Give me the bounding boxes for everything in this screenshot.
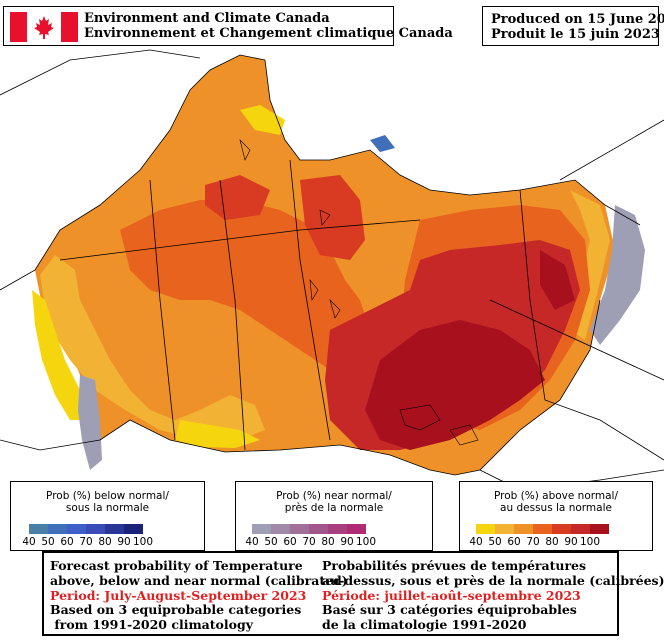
region-yellow-south xyxy=(175,420,260,448)
info-en-line1: Forecast probability of Temperature xyxy=(50,558,303,573)
legend-tick-label: 80 xyxy=(98,536,112,548)
legend-title-line2: sous la normale xyxy=(65,502,150,514)
region-yellow-west xyxy=(32,290,85,420)
info-french: Probabilités prévues de températures au-… xyxy=(322,558,664,633)
legend-title-line2: près de la normale xyxy=(284,502,384,514)
legend-swatch xyxy=(552,524,571,534)
agency-header: Environment and Climate Canada Environne… xyxy=(3,6,453,46)
info-english: Forecast probability of Temperature abov… xyxy=(50,558,348,633)
legend-tick-label: 50 xyxy=(264,536,278,548)
produced-date-en: Produced on 15 June 2023 xyxy=(491,12,664,27)
legend-title-line2: au dessus la normale xyxy=(500,502,612,514)
region-above-70 xyxy=(300,175,365,260)
legend-above-normal: Prob (%) above normal/ au dessus la norm… xyxy=(459,481,653,551)
legend-tick-label: 80 xyxy=(321,536,335,548)
legend-title-line1: Prob (%) near normal/ xyxy=(276,490,392,502)
legend-swatch xyxy=(590,524,609,534)
legend-tick-label: 40 xyxy=(245,536,259,548)
info-fr-line5: de la climatologie 1991-2020 xyxy=(322,617,527,633)
info-fr-line4: Basé sur 3 catégories équiprobables xyxy=(322,602,577,618)
agency-name-fr: Environnement et Changement climatique C… xyxy=(84,26,453,41)
legend-swatch xyxy=(571,524,590,534)
legend-tick-label: 60 xyxy=(283,536,297,548)
info-fr-line1: Probabilités prévues de températures xyxy=(322,558,587,573)
legend-tick-label: 90 xyxy=(117,536,131,548)
region-near-west xyxy=(78,375,102,470)
legend-swatch xyxy=(328,524,347,534)
boundaries xyxy=(0,49,664,491)
region-near-east xyxy=(590,205,645,345)
info-en-period: Period: July-August-September 2023 xyxy=(50,587,307,603)
info-fr-line2: au-dessus, sous et près de la normale (c… xyxy=(322,572,664,588)
legend-swatch xyxy=(252,524,271,534)
legend-title-line1: Prob (%) above normal/ xyxy=(493,490,619,502)
agency-name-en: Environment and Climate Canada xyxy=(84,11,330,26)
legend-ticks: 40 50 60 70 80 90 100 xyxy=(245,536,376,548)
legend-tick-label: 60 xyxy=(507,536,521,548)
legend-swatch xyxy=(105,524,124,534)
legend-tick-label: 70 xyxy=(79,536,93,548)
legend-tick-label: 100 xyxy=(579,536,601,548)
info-en-line4: Based on 3 equiprobable categories xyxy=(50,602,302,618)
produced-date-box: Produced on 15 June 2023 Produit le 15 j… xyxy=(482,6,664,46)
legend-swatch xyxy=(48,524,67,534)
region-below-north xyxy=(370,135,395,152)
legend-swatch xyxy=(347,524,366,534)
legend-swatch xyxy=(290,524,309,534)
region-above-70-ne xyxy=(205,175,270,220)
legend-tick-label: 50 xyxy=(41,536,55,548)
forecast-info-box: Forecast probability of Temperature abov… xyxy=(42,551,664,636)
legend-swatch xyxy=(29,524,48,534)
legend-swatch xyxy=(533,524,552,534)
region-above-90 xyxy=(365,320,545,450)
legend-tick-label: 100 xyxy=(355,536,377,548)
legend-swatches xyxy=(476,524,609,534)
legend-swatch xyxy=(67,524,86,534)
legend-swatch xyxy=(271,524,290,534)
lakes xyxy=(239,139,479,446)
info-fr-period: Période: juillet-août-septembre 2023 xyxy=(322,587,581,603)
legend-swatch xyxy=(124,524,143,534)
legend-swatches xyxy=(252,524,366,534)
legend-swatch xyxy=(476,524,495,534)
produced-date-fr: Produit le 15 juin 2023 xyxy=(491,27,660,42)
legend-tick-label: 80 xyxy=(545,536,559,548)
legend-tick-label: 40 xyxy=(22,536,36,548)
legend-title-line1: Prob (%) below normal/ xyxy=(46,490,169,502)
legend-swatch xyxy=(514,524,533,534)
legend-tick-label: 90 xyxy=(340,536,354,548)
legend-tick-label: 70 xyxy=(526,536,540,548)
legend-tick-label: 100 xyxy=(132,536,154,548)
info-en-line5: from 1991-2020 climatology xyxy=(50,617,253,633)
canada-flag-icon xyxy=(10,12,78,42)
region-above-90-n xyxy=(540,250,575,310)
legend-tick-label: 90 xyxy=(564,536,578,548)
legend-swatch xyxy=(86,524,105,534)
legend-swatch xyxy=(309,524,328,534)
legend-tick-label: 40 xyxy=(469,536,483,548)
region-above-40 xyxy=(40,255,265,440)
legend-tick-label: 50 xyxy=(488,536,502,548)
legend-ticks: 40 50 60 70 80 90 100 xyxy=(22,536,153,548)
legend-near-normal: Prob (%) near normal/ près de la normale… xyxy=(235,481,433,551)
legend-tick-label: 70 xyxy=(302,536,316,548)
region-yellow-north xyxy=(240,105,285,135)
legend-swatch xyxy=(495,524,514,534)
legend-swatches xyxy=(29,524,143,534)
info-en-line2: above, below and near normal (calibrated… xyxy=(50,572,348,588)
legend-tick-label: 60 xyxy=(60,536,74,548)
legend-below-normal: Prob (%) below normal/ sous la normale 4… xyxy=(10,481,205,551)
legend-ticks: 40 50 60 70 80 90 100 xyxy=(469,536,616,548)
